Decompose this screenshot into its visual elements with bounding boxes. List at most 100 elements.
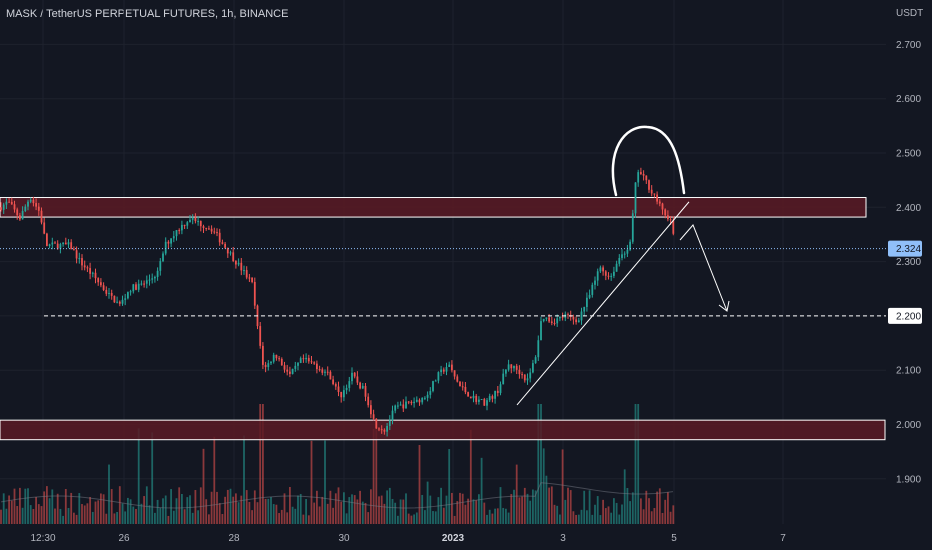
volume-bar bbox=[415, 512, 418, 524]
candle-body bbox=[132, 284, 135, 292]
candle-body bbox=[391, 410, 394, 421]
volume-bar bbox=[613, 498, 615, 524]
candle-body bbox=[294, 365, 297, 369]
candle-body bbox=[567, 314, 569, 316]
volume-bar bbox=[213, 436, 216, 524]
volume-bar bbox=[51, 489, 54, 524]
volume-bar bbox=[475, 500, 478, 524]
candle-body bbox=[534, 357, 537, 364]
volume-bar bbox=[588, 490, 591, 524]
candle-body bbox=[513, 365, 515, 369]
volume-bars bbox=[0, 404, 675, 524]
candle-body bbox=[613, 271, 615, 276]
volume-bar bbox=[496, 508, 499, 524]
candle-body bbox=[467, 392, 469, 397]
candle-body bbox=[586, 297, 588, 307]
volume-bar bbox=[78, 493, 81, 524]
volume-bar bbox=[43, 491, 46, 524]
volume-bar bbox=[118, 486, 121, 524]
volume-bar bbox=[661, 512, 664, 524]
candle-body bbox=[515, 365, 518, 370]
candle-body bbox=[89, 268, 91, 274]
volume-bar bbox=[610, 512, 613, 524]
time-tick-label: 12:30 bbox=[30, 533, 55, 544]
candle-body bbox=[318, 369, 321, 371]
candle-body bbox=[235, 260, 237, 265]
volume-bar bbox=[607, 506, 610, 524]
candle-body bbox=[334, 384, 337, 387]
volume-bar bbox=[488, 509, 491, 524]
volume-bar bbox=[75, 514, 78, 524]
volume-bar bbox=[19, 487, 21, 524]
volume-bar bbox=[429, 495, 432, 524]
volume-bar bbox=[64, 488, 67, 524]
volume-bar bbox=[631, 492, 634, 524]
candle-body bbox=[202, 226, 205, 228]
candle-body bbox=[375, 418, 378, 429]
candle-body bbox=[399, 404, 402, 406]
candle-body bbox=[178, 230, 181, 232]
candle-body bbox=[648, 180, 650, 190]
volume-bar bbox=[202, 448, 205, 524]
volume-bar bbox=[127, 497, 129, 524]
candle-body bbox=[297, 362, 299, 366]
candle-body bbox=[602, 267, 604, 272]
candle-body bbox=[305, 357, 307, 360]
candle-body bbox=[405, 401, 407, 409]
candle-body bbox=[154, 276, 156, 279]
candle-body bbox=[469, 396, 472, 399]
volume-bar bbox=[221, 514, 224, 524]
candle-body bbox=[669, 219, 672, 221]
volume-bar bbox=[232, 496, 235, 524]
candle-body bbox=[650, 189, 653, 194]
volume-bar bbox=[170, 489, 172, 524]
candle-body bbox=[499, 384, 502, 393]
candle-body bbox=[378, 428, 380, 430]
candle-body bbox=[316, 363, 318, 370]
candle-body bbox=[594, 280, 596, 285]
candle-body bbox=[51, 242, 54, 245]
volume-bar bbox=[32, 509, 35, 524]
volume-bar bbox=[550, 486, 553, 524]
candle-body bbox=[75, 250, 78, 259]
candle-body bbox=[10, 202, 13, 205]
candle-body bbox=[545, 317, 548, 319]
candle-body bbox=[353, 372, 356, 377]
candle-body bbox=[397, 405, 399, 407]
candle-body bbox=[162, 253, 164, 262]
candle-body bbox=[291, 368, 294, 374]
candle-body bbox=[380, 429, 383, 431]
resistance-zone bbox=[0, 197, 867, 218]
candle-body bbox=[94, 272, 97, 279]
candle-body bbox=[226, 247, 229, 254]
candle-body bbox=[110, 292, 113, 296]
volume-bar bbox=[518, 497, 521, 524]
candle-body bbox=[370, 405, 372, 415]
volume-bar bbox=[653, 508, 656, 524]
volume-bar bbox=[359, 490, 361, 524]
volume-bar bbox=[637, 404, 640, 524]
volume-bar bbox=[159, 507, 162, 524]
volume-bar bbox=[499, 487, 502, 524]
candle-body bbox=[253, 281, 256, 306]
candle-body bbox=[645, 175, 648, 181]
candle-body bbox=[661, 203, 664, 210]
candle-body bbox=[343, 390, 345, 398]
time-tick-label: 5 bbox=[671, 533, 677, 544]
candle-body bbox=[86, 267, 89, 269]
volume-bar bbox=[669, 511, 672, 524]
volume-bar bbox=[264, 498, 267, 524]
volume-bar bbox=[640, 498, 642, 524]
volume-bar bbox=[529, 500, 532, 524]
candle-body bbox=[159, 261, 162, 271]
candle-body bbox=[540, 321, 542, 341]
volume-bar bbox=[667, 492, 669, 524]
volume-bar bbox=[332, 507, 334, 524]
candle-body bbox=[488, 396, 491, 401]
candle-body bbox=[67, 242, 70, 245]
volume-average-line bbox=[0, 482, 674, 509]
volume-bar bbox=[224, 496, 226, 524]
volume-bar bbox=[424, 510, 426, 524]
volume-bar bbox=[532, 489, 534, 524]
